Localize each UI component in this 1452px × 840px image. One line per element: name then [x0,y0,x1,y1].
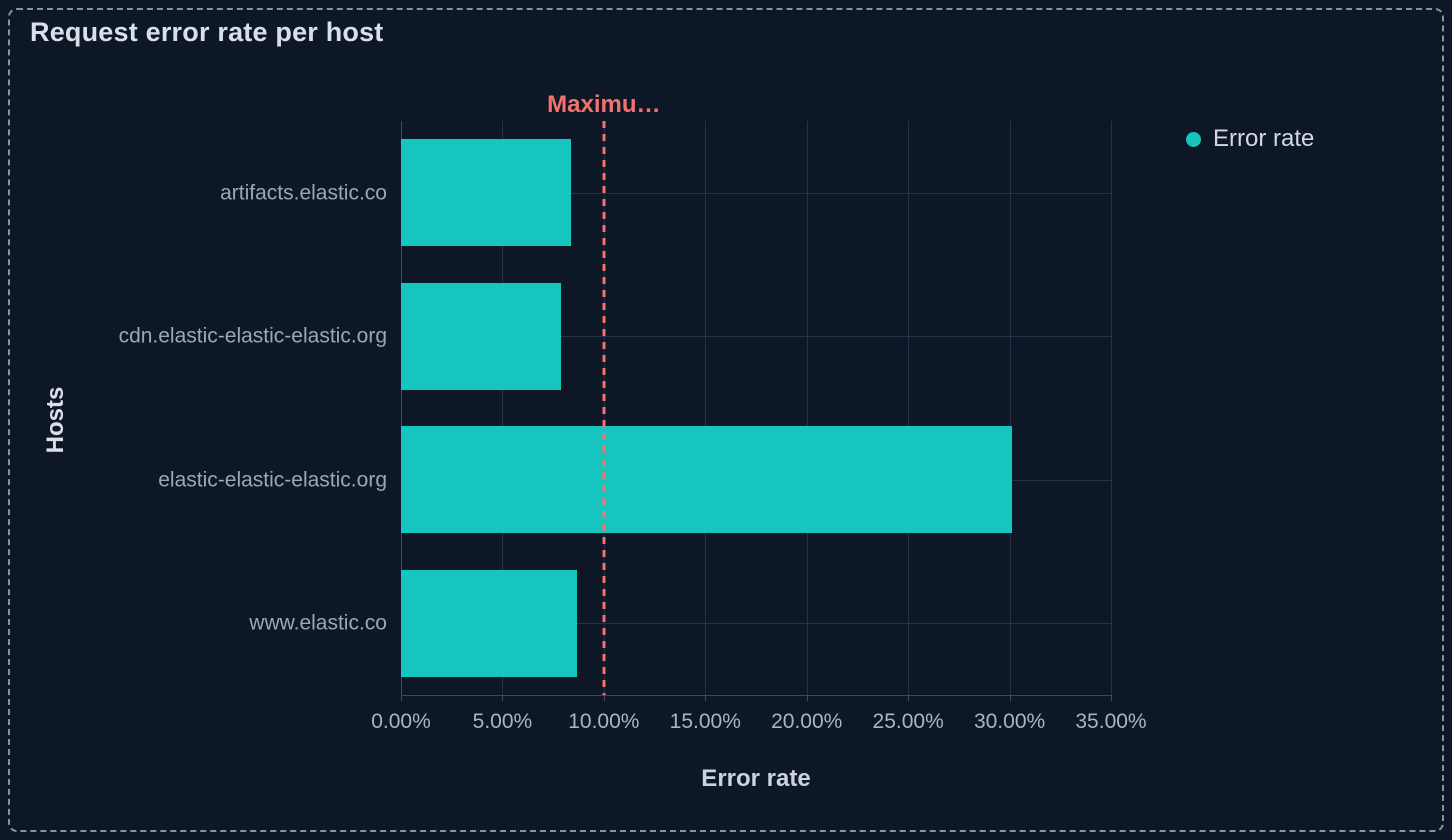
x-tick-label: 30.00% [973,710,1046,733]
legend-item-error-rate[interactable]: Error rate [1186,123,1314,155]
x-axis-line [401,695,1111,696]
legend-color-dot-icon [1186,131,1201,147]
x-tick-label: 25.00% [872,710,944,733]
bar-www.elastic.co[interactable] [401,569,578,677]
x-tick-label: 10.00% [568,710,640,733]
gridline-vertical [908,121,910,695]
page-title: Request error rate per host [30,17,384,47]
x-axis-tick-mark [603,695,605,701]
panel-border [8,8,1444,832]
gridline-vertical [502,121,504,695]
gridline-vertical [1111,121,1112,695]
x-axis-title: Error rate [701,765,811,792]
y-axis-line [401,121,402,695]
x-axis-tick-mark [502,695,504,701]
x-axis-tick-mark [1009,695,1011,701]
threshold-line [602,121,606,695]
plot-area [401,121,1112,701]
gridline-vertical [1009,121,1011,695]
gridline-horizontal [401,192,1111,194]
threshold-label: Maximu… [547,91,661,118]
x-axis-tick-mark [1111,695,1112,701]
x-axis-tick-mark [401,695,402,701]
y-tick-label-artifacts.elastic.co: artifacts.elastic.co [220,181,387,205]
x-axis-tick-mark [908,695,910,701]
y-tick-label-cdn.elastic-elastic-elastic.org: cdn.elastic-elastic-elastic.org [118,324,387,348]
x-tick-label: 5.00% [472,710,533,733]
x-tick-label: 20.00% [771,710,843,733]
gridline-horizontal [401,623,1111,625]
y-axis-title: Hosts [42,386,69,454]
x-tick-label: 35.00% [1075,710,1147,733]
gridline-vertical [705,121,707,695]
y-tick-label-elastic-elastic-elastic.org: elastic-elastic-elastic.org [158,468,387,492]
bar-artifacts.elastic.co[interactable] [401,139,572,247]
x-axis-tick-mark [806,695,808,701]
gridline-vertical [806,121,808,695]
bar-elastic-elastic-elastic.org[interactable] [401,426,1012,534]
bar-cdn.elastic-elastic-elastic.org[interactable] [401,282,562,390]
x-tick-label: 0.00% [371,710,431,733]
gridline-horizontal [401,336,1111,338]
x-tick-label: 15.00% [669,710,741,733]
y-tick-label-www.elastic.co: www.elastic.co [249,611,387,635]
legend-item-label: Error rate [1213,125,1315,152]
x-axis-tick-mark [705,695,707,701]
